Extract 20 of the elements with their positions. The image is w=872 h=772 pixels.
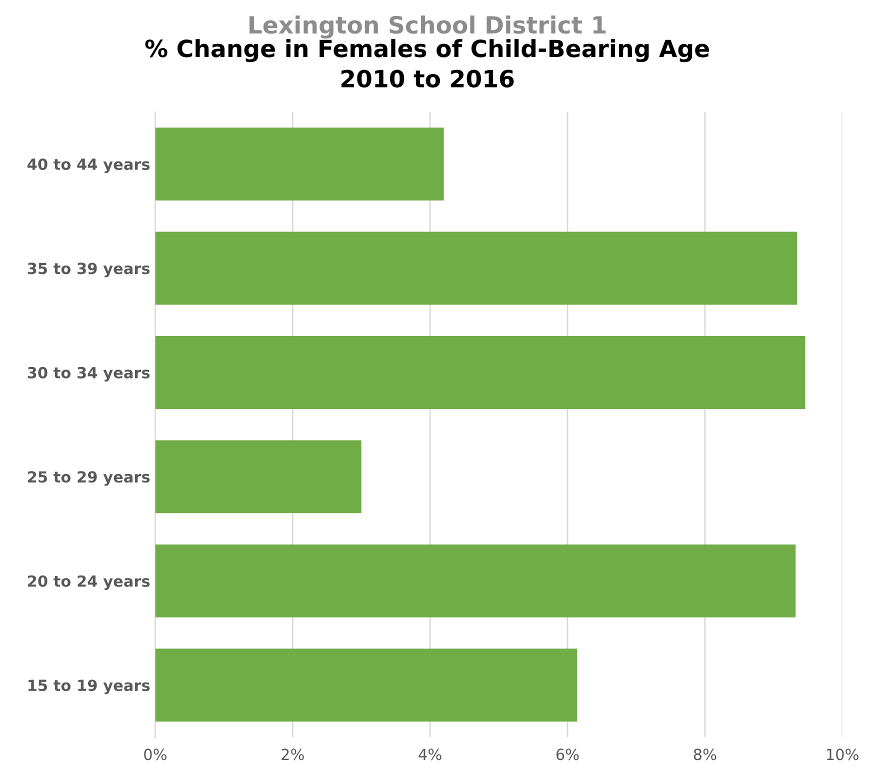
bar xyxy=(155,336,806,409)
x-tick-label: 8% xyxy=(694,748,716,760)
chart-subtitle: % Change in Females of Child-Bearing Age 2010 to 2016 xyxy=(145,39,709,88)
y-tick-label: 30 to 34 years xyxy=(28,366,150,382)
bar xyxy=(155,544,796,618)
x-tick-label: 4% xyxy=(418,748,442,760)
y-tick-label: 15 to 19 years xyxy=(28,680,150,694)
y-tick-label: 35 to 39 years xyxy=(28,262,150,278)
x-tick-label: 2% xyxy=(282,748,304,760)
bar xyxy=(155,128,444,201)
x-tick-label: 6% xyxy=(556,748,579,760)
bar xyxy=(155,648,578,722)
y-tick-label: 40 to 44 years xyxy=(28,158,150,174)
x-tick-label: 0% xyxy=(144,748,166,760)
y-tick-label: 25 to 29 years xyxy=(28,471,150,486)
bar xyxy=(155,232,797,305)
chart-title: Lexington School District 1 xyxy=(250,16,606,39)
bar xyxy=(155,440,362,514)
x-tick-label: 10% xyxy=(827,748,858,760)
y-tick-label: 20 to 24 years xyxy=(28,575,150,590)
